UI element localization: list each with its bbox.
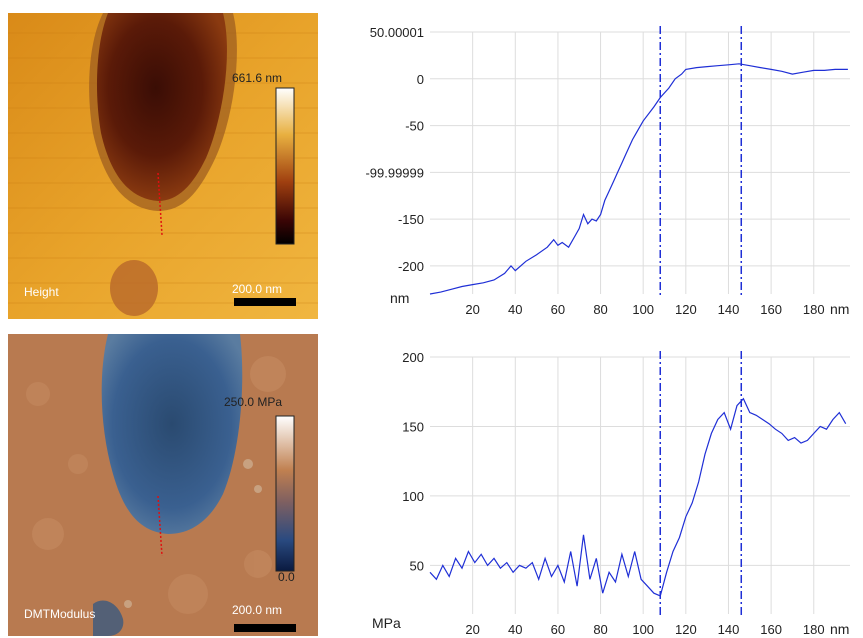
modulus-xtick-label: 180 [803, 622, 825, 637]
height-profile-series [429, 63, 848, 295]
modulus-xtick-label: 80 [593, 622, 607, 637]
height-xtick-label: 100 [632, 302, 654, 317]
height-xtick-label: 180 [803, 302, 825, 317]
modulus-colorbar-min-label: 0.0 [278, 570, 295, 584]
height-scalebar [234, 298, 296, 306]
height-scalebar-label: 200.0 nm [232, 282, 283, 296]
height-yaxis-label: nm [390, 290, 409, 306]
modulus-xaxis-label: nm [830, 621, 849, 637]
modulus-xtick-label: 100 [632, 622, 654, 637]
modulus-scalebar [234, 624, 296, 632]
height-xtick-label: 80 [593, 302, 607, 317]
modulus-ytick-label: 50 [410, 558, 424, 573]
modulus-colorbar-max-label: 250.0 MPa [224, 395, 283, 409]
modulus-colorbar [275, 415, 295, 572]
height-xtick-label: 60 [551, 302, 565, 317]
height-xtick-label: 140 [718, 302, 740, 317]
height-ytick-label: -150 [398, 212, 424, 227]
modulus-ytick-label: 150 [402, 419, 424, 434]
height-ytick-label: 50.00001 [370, 25, 424, 40]
height-xaxis-label: nm [830, 301, 849, 317]
modulus-image-label: DMTModulus [24, 607, 96, 621]
modulus-xtick-label: 140 [718, 622, 740, 637]
height-image-panel: 661.6 nm Height 200.0 nm [8, 13, 318, 319]
height-colorbar [275, 87, 295, 245]
modulus-map-image [8, 334, 318, 636]
height-colorbar-max-label: 661.6 nm [232, 71, 283, 85]
modulus-ytick-label: 200 [402, 350, 424, 365]
modulus-image-panel: 250.0 MPa 0.0 DMTModulus 200.0 nm [8, 334, 318, 636]
height-ytick-label: -200 [398, 259, 424, 274]
modulus-profile-series [429, 397, 847, 597]
height-map-image [8, 13, 318, 319]
height-ytick-label: 0 [417, 72, 424, 87]
modulus-xtick-label: 20 [465, 622, 479, 637]
modulus-scalebar-label: 200.0 nm [232, 603, 283, 617]
modulus-yaxis-label: MPa [372, 615, 401, 631]
height-ytick-label: -50 [405, 119, 424, 134]
height-ytick-label: -99.99999 [365, 165, 424, 180]
modulus-xtick-label: 160 [760, 622, 782, 637]
height-xtick-label: 20 [465, 302, 479, 317]
modulus-xtick-label: 120 [675, 622, 697, 637]
height-image-label: Height [24, 285, 59, 299]
height-xtick-label: 120 [675, 302, 697, 317]
modulus-xtick-label: 40 [508, 622, 522, 637]
modulus-ytick-label: 100 [402, 489, 424, 504]
modulus-xtick-label: 60 [551, 622, 565, 637]
height-xtick-label: 160 [760, 302, 782, 317]
height-xtick-label: 40 [508, 302, 522, 317]
